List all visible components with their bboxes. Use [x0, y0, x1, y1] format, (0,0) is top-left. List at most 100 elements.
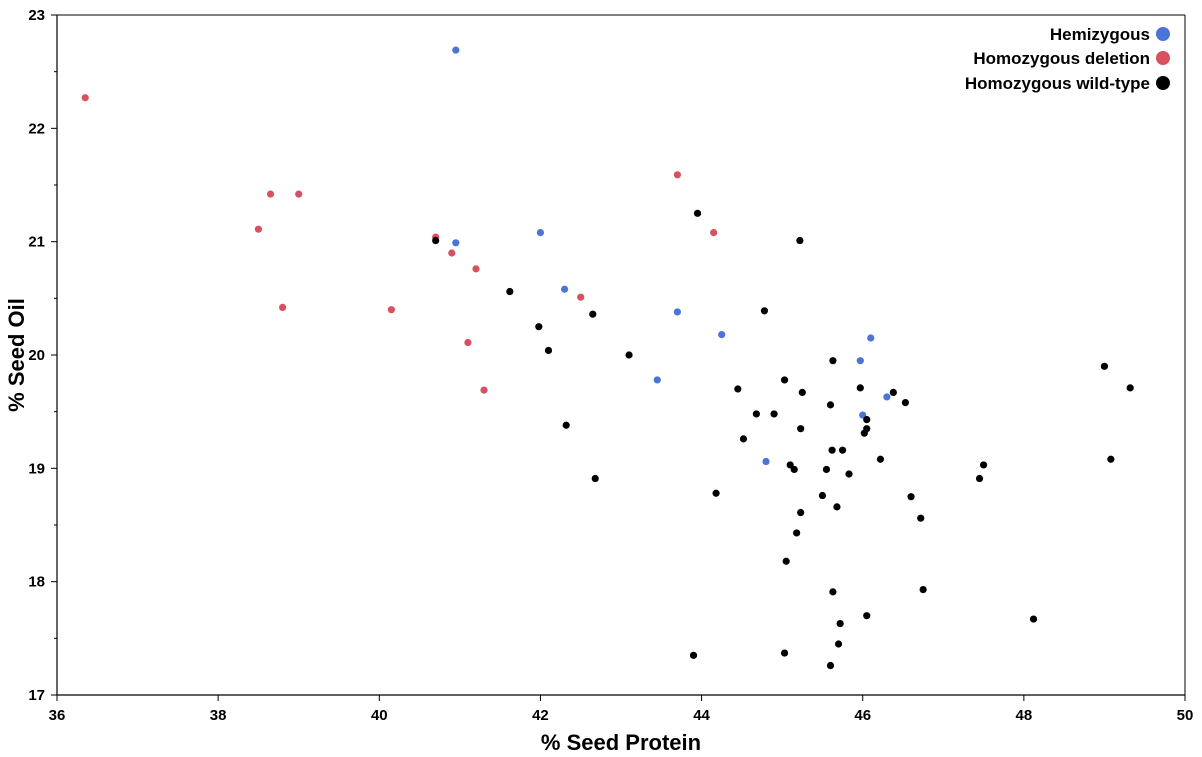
data-point-homozygous-deletion: [710, 229, 718, 237]
data-point-homozygous-deletion: [464, 338, 472, 347]
data-point-homozygous-wild-type: [975, 474, 984, 483]
data-point-homozygous-wild-type: [591, 474, 599, 483]
data-point-homozygous-wild-type: [836, 620, 844, 628]
data-point-homozygous-wild-type: [876, 455, 885, 463]
data-point-homozygous-wild-type: [1029, 615, 1038, 623]
data-point-homozygous-wild-type: [782, 557, 790, 565]
data-point-homozygous-wild-type: [1100, 362, 1109, 370]
x-tick-label: 36: [49, 707, 66, 724]
data-point-homozygous-wild-type: [760, 307, 769, 315]
data-point-homozygous-wild-type: [796, 236, 804, 245]
data-point-homozygous-wild-type: [432, 236, 440, 245]
y-tick-label: 18: [28, 574, 45, 591]
data-point-homozygous-deletion: [279, 303, 287, 311]
data-point-homozygous-wild-type: [826, 661, 835, 670]
data-point-homozygous-wild-type: [798, 388, 806, 396]
data-point-homozygous-wild-type: [863, 416, 871, 424]
data-point-homozygous-wild-type: [739, 435, 748, 443]
data-point-homozygous-wild-type: [863, 612, 871, 620]
data-point-homozygous-wild-type: [828, 446, 836, 454]
data-point-homozygous-deletion: [673, 171, 682, 179]
data-point-homozygous-wild-type: [562, 421, 570, 429]
data-point-homozygous-wild-type: [829, 357, 837, 365]
data-point-homozygous-wild-type: [845, 470, 853, 478]
data-point-homozygous-wild-type: [829, 588, 837, 596]
y-tick-label: 22: [28, 120, 45, 137]
data-point-homozygous-wild-type: [889, 388, 897, 396]
data-point-homozygous-wild-type: [822, 465, 831, 474]
data-point-homozygous-wild-type: [860, 429, 868, 437]
data-point-homozygous-wild-type: [790, 465, 798, 474]
data-point-hemizygous: [653, 376, 661, 384]
data-point-hemizygous: [718, 331, 726, 339]
data-point-homozygous-wild-type: [506, 287, 514, 296]
data-point-homozygous-deletion: [387, 306, 395, 314]
legend-label-homozygous-deletion: Homozygous deletion: [973, 49, 1150, 68]
data-point-homozygous-deletion: [577, 293, 585, 301]
data-point-homozygous-wild-type: [797, 425, 805, 433]
x-tick-label: 50: [1177, 707, 1194, 724]
data-point-hemizygous: [673, 308, 682, 316]
data-point-hemizygous: [536, 229, 545, 237]
data-point-homozygous-wild-type: [1126, 384, 1134, 392]
data-point-homozygous-wild-type: [907, 493, 915, 501]
y-ticks: 17 18 19 20 21 22 23: [28, 7, 57, 704]
data-point-homozygous-wild-type: [917, 514, 925, 522]
data-point-hemizygous: [762, 457, 770, 466]
data-point-hemizygous: [561, 285, 569, 293]
legend-marker-homozygous-wild-type: [1156, 76, 1170, 90]
y-tick-label: 19: [28, 460, 45, 477]
data-point-hemizygous: [867, 334, 875, 342]
data-point-homozygous-wild-type: [780, 376, 789, 384]
data-point-hemizygous: [856, 357, 864, 365]
x-tick-label: 40: [371, 707, 388, 724]
y-tick-label: 17: [28, 687, 45, 704]
x-tick-label: 44: [693, 707, 710, 724]
data-point-homozygous-wild-type: [797, 508, 805, 517]
x-tick-label: 38: [210, 707, 227, 724]
data-point-homozygous-wild-type: [535, 323, 543, 331]
data-point-homozygous-wild-type: [770, 410, 778, 418]
data-point-homozygous-wild-type: [826, 401, 835, 409]
axes: [56, 14, 1186, 696]
data-point-hemizygous: [452, 46, 460, 54]
data-point-homozygous-deletion: [254, 225, 263, 233]
legend-label-hemizygous: Hemizygous: [1050, 25, 1150, 44]
data-point-homozygous-wild-type: [1107, 455, 1115, 463]
data-point-homozygous-wild-type: [734, 385, 742, 393]
data-point-hemizygous: [883, 393, 891, 401]
data-point-homozygous-wild-type: [919, 586, 927, 594]
data-point-homozygous-wild-type: [979, 461, 988, 469]
x-tick-label: 42: [532, 707, 549, 724]
data-point-homozygous-wild-type: [780, 649, 789, 657]
data-point-homozygous-deletion: [448, 249, 456, 257]
x-ticks: 36 38 40 42 44 46 48 50: [49, 695, 1194, 724]
y-axis-title: % Seed Oil: [4, 298, 29, 412]
data-point-homozygous-deletion: [266, 190, 275, 198]
data-point-homozygous-wild-type: [712, 489, 720, 497]
data-point-homozygous-wild-type: [693, 209, 702, 217]
data-point-homozygous-wild-type: [901, 399, 910, 407]
data-point-homozygous-wild-type: [838, 446, 847, 454]
legend-marker-homozygous-deletion: [1156, 51, 1170, 65]
data-point-homozygous-deletion: [472, 265, 480, 273]
data-point-homozygous-deletion: [295, 190, 303, 198]
data-point-homozygous-wild-type: [818, 491, 827, 500]
legend: Hemizygous Homozygous deletion Homozygou…: [965, 25, 1170, 93]
data-point-homozygous-wild-type: [833, 503, 841, 511]
legend-marker-hemizygous: [1156, 27, 1170, 41]
data-point-homozygous-wild-type: [544, 346, 553, 355]
data-point-homozygous-wild-type: [752, 410, 760, 418]
data-point-homozygous-wild-type: [793, 529, 801, 537]
data-points: [81, 46, 1134, 670]
x-tick-label: 46: [854, 707, 871, 724]
y-tick-label: 20: [28, 347, 45, 364]
data-point-homozygous-wild-type: [625, 351, 633, 359]
legend-label-homozygous-wild-type: Homozygous wild-type: [965, 74, 1150, 93]
y-tick-label: 23: [28, 7, 45, 24]
data-point-homozygous-wild-type: [589, 310, 597, 318]
data-point-homozygous-deletion: [480, 386, 488, 394]
y-tick-label: 21: [28, 234, 45, 251]
data-point-homozygous-wild-type: [856, 384, 864, 392]
